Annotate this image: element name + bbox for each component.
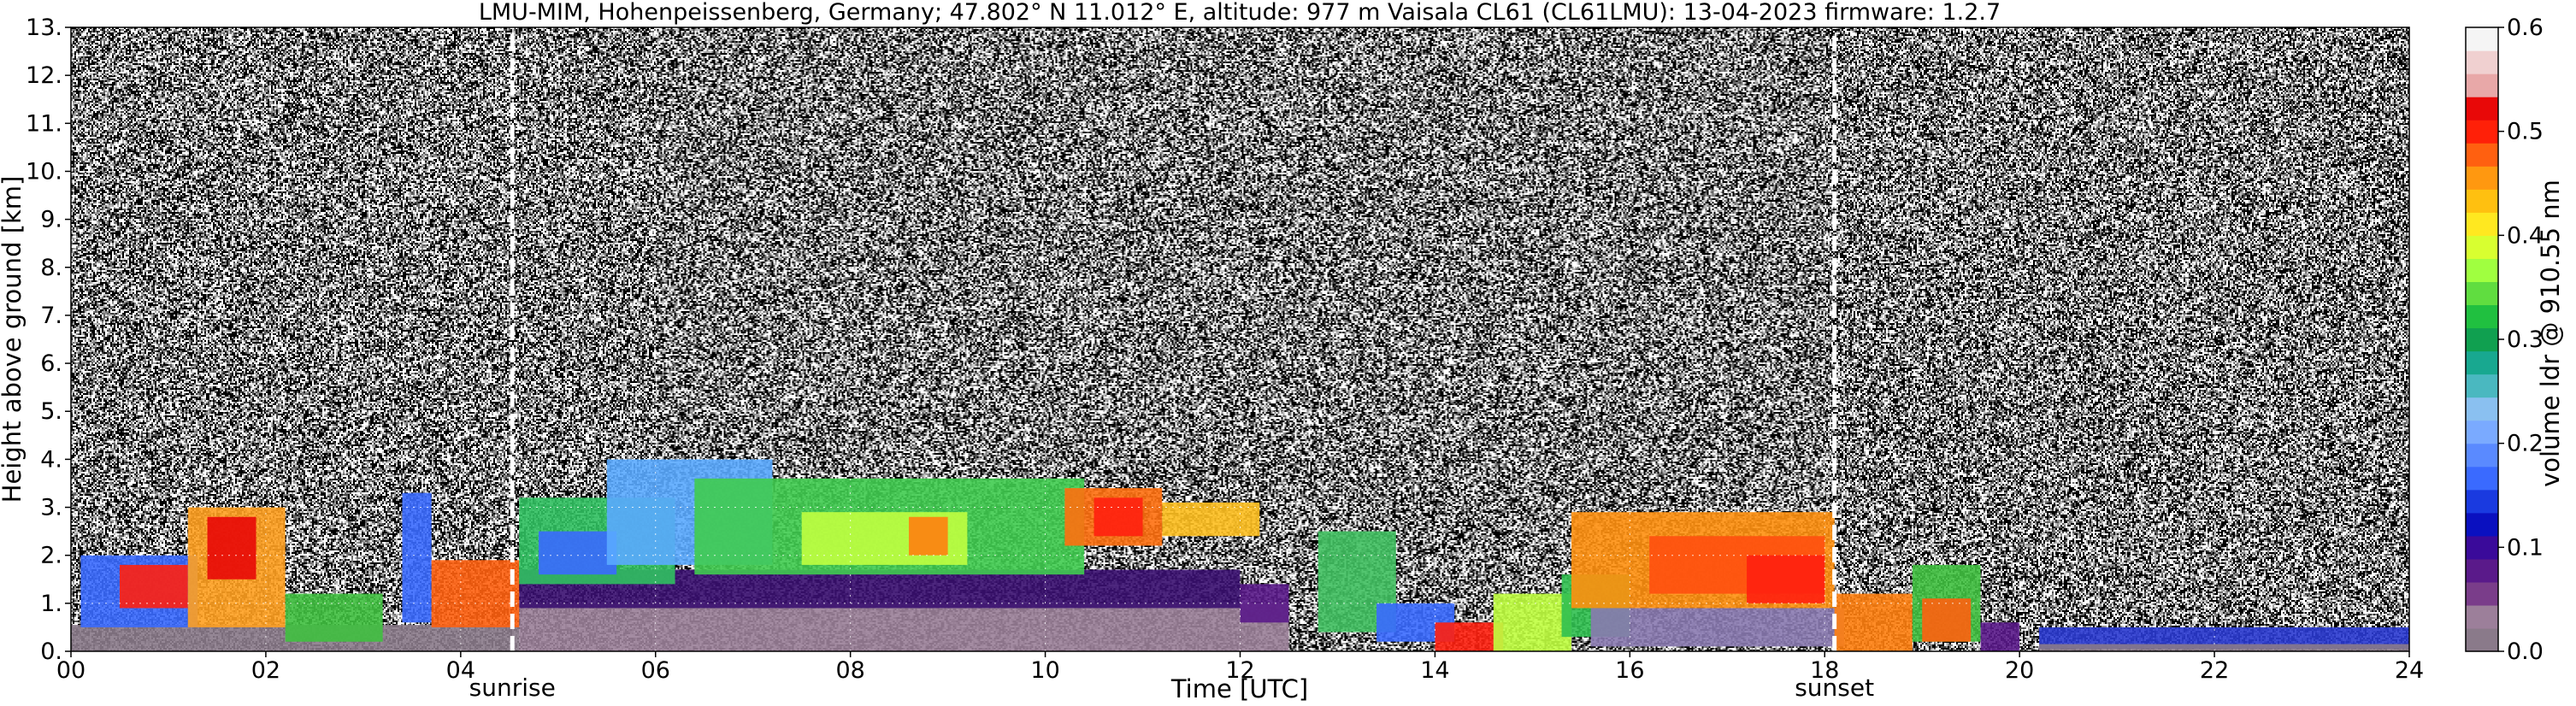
y-tick-label: 8. xyxy=(40,255,62,281)
ldr-feature xyxy=(1435,622,1503,651)
x-axis-label: Time [UTC] xyxy=(1170,674,1308,703)
colorbar-segment xyxy=(2466,327,2498,351)
y-tick-label: 2. xyxy=(40,543,62,569)
colorbar-label: volume ldr @ 910.55 nm xyxy=(2536,179,2565,487)
ldr-feature xyxy=(539,532,616,575)
colorbar-segment xyxy=(2466,166,2498,190)
y-tick-label: 12. xyxy=(26,62,62,89)
x-tick-label: 22 xyxy=(2200,657,2229,684)
ldr-feature xyxy=(909,517,948,556)
y-tick-label: 0. xyxy=(40,638,62,665)
plot-area xyxy=(71,27,2409,651)
ldr-feature xyxy=(1094,497,1143,536)
y-tick-label: 7. xyxy=(40,303,62,329)
ldr-feature xyxy=(286,594,383,642)
ldr-feature xyxy=(1835,594,1913,651)
x-tick-label: 08 xyxy=(835,657,864,684)
x-tick-label: 02 xyxy=(251,657,280,684)
ldr-feature xyxy=(1591,608,1844,646)
colorbar-segment xyxy=(2466,258,2498,282)
colorbar-segment xyxy=(2466,397,2498,421)
annotation-sunrise: sunrise xyxy=(469,674,556,702)
y-tick-label: 9. xyxy=(40,207,62,233)
annotation-sunset: sunset xyxy=(1795,674,1874,702)
colorbar-segment xyxy=(2466,421,2498,444)
colorbar-segment xyxy=(2466,444,2498,468)
colorbar-segment xyxy=(2466,50,2498,74)
y-tick-label: 13. xyxy=(26,15,62,41)
x-tick-label: 06 xyxy=(641,657,670,684)
colorbar-segment xyxy=(2466,27,2498,51)
colorbar-segment xyxy=(2466,536,2498,560)
colorbar-segment xyxy=(2466,281,2498,305)
ldr-feature xyxy=(1494,594,1571,651)
ldr-feature xyxy=(1981,622,2020,651)
y-tick-label: 6. xyxy=(40,350,62,377)
colorbar-tick-label: 0.0 xyxy=(2507,638,2544,665)
colorbar-segment xyxy=(2466,374,2498,398)
y-axis-ticks: 0. 1. 2. 3. 4. 5. 6. 7. 8. 9. 10. 11. 12. 13. xyxy=(26,15,71,665)
colorbar-segment xyxy=(2466,467,2498,491)
y-tick-label: 11. xyxy=(26,110,62,137)
y-tick-label: 1. xyxy=(40,591,62,617)
colorbar-segment xyxy=(2466,351,2498,375)
colorbar-segment xyxy=(2466,628,2498,652)
colorbar-segment xyxy=(2466,605,2498,629)
colorbar-segment xyxy=(2466,304,2498,328)
y-tick-label: 5. xyxy=(40,398,62,425)
colorbar-segment xyxy=(2466,120,2498,144)
y-axis-label: Height above ground [km] xyxy=(0,176,27,503)
ldr-feature xyxy=(1922,598,1971,642)
ldr-feature xyxy=(1162,503,1259,536)
x-tick-label: 16 xyxy=(1615,657,1644,684)
colorbar-tick-label: 0.1 xyxy=(2507,534,2544,561)
colorbar-segment xyxy=(2466,582,2498,606)
ldr-feature xyxy=(2039,644,2409,651)
x-tick-label: 14 xyxy=(1420,657,1449,684)
colorbar-segment xyxy=(2466,143,2498,167)
x-tick-label: 20 xyxy=(2005,657,2034,684)
colorbar-tick-label: 0.5 xyxy=(2507,119,2544,145)
colorbar-segment xyxy=(2466,97,2498,121)
colorbar: 0.00.10.20.30.40.50.6 xyxy=(2466,15,2544,665)
x-tick-label: 10 xyxy=(1030,657,1059,684)
colorbar-segment xyxy=(2466,212,2498,236)
ldr-feature xyxy=(519,603,1288,651)
colorbar-segment xyxy=(2466,189,2498,213)
ldr-feature xyxy=(120,565,188,609)
x-tick-label: 24 xyxy=(2395,657,2424,684)
colorbar-segment xyxy=(2466,559,2498,583)
chart-title: LMU-MIM, Hohenpeissenberg, Germany; 47.8… xyxy=(479,0,2001,26)
y-tick-label: 3. xyxy=(40,495,62,521)
ldr-feature xyxy=(208,517,256,580)
y-tick-label: 4. xyxy=(40,446,62,473)
colorbar-tick-label: 0.6 xyxy=(2507,15,2544,41)
colorbar-segment xyxy=(2466,74,2498,97)
ldr-feature xyxy=(432,560,520,627)
colorbar-segment xyxy=(2466,235,2498,259)
colorbar-segment xyxy=(2466,490,2498,514)
ldr-feature xyxy=(1747,556,1824,603)
colorbar-segment xyxy=(2466,513,2498,537)
y-tick-label: 10. xyxy=(26,158,62,185)
